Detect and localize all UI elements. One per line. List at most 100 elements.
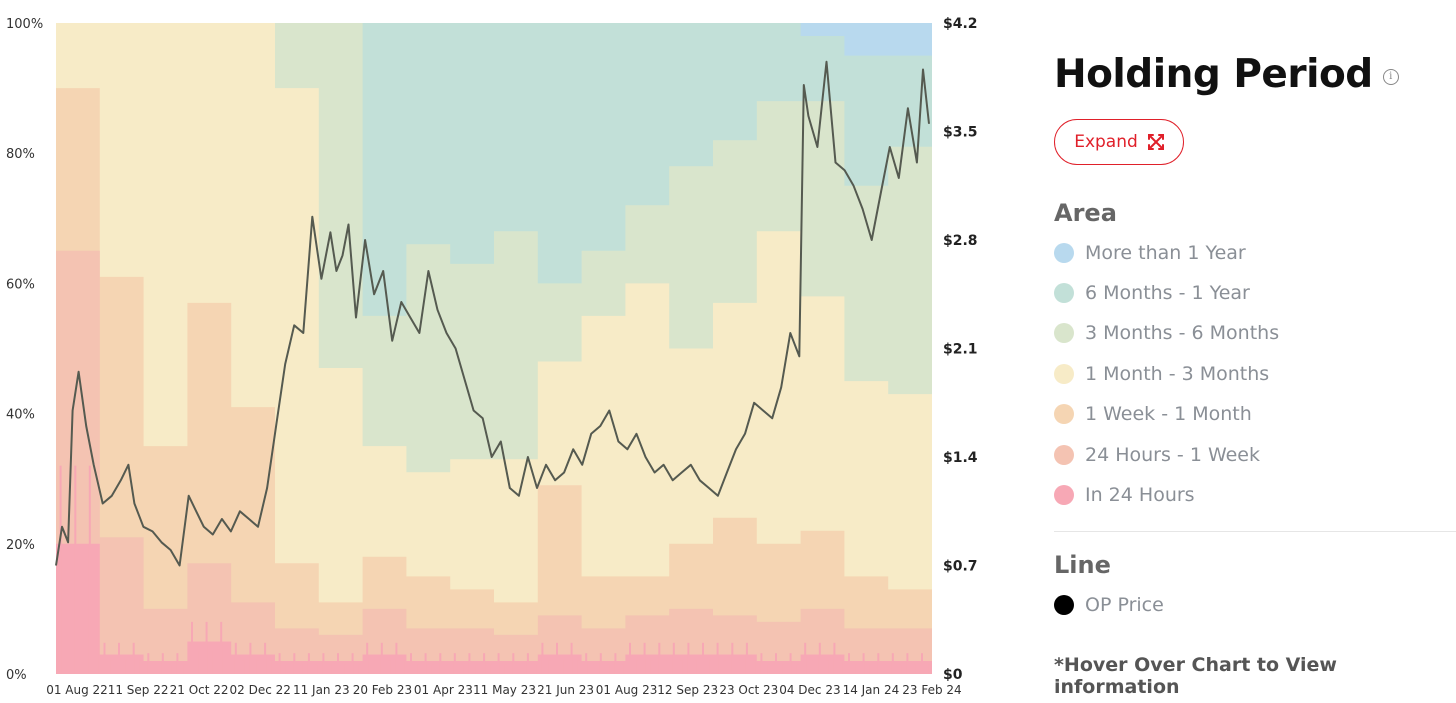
spike-in-24-hours	[855, 664, 858, 674]
spike-in-24-hours	[643, 642, 646, 674]
spike-in-24-hours	[81, 582, 84, 674]
spike-in-24-hours	[694, 660, 697, 674]
spike-in-24-hours	[512, 653, 515, 674]
x-tick-label: 20 Feb 23	[353, 683, 412, 697]
x-tick-label: 21 Jun 23	[537, 683, 594, 697]
legend-item-more-than-1-year[interactable]: More than 1 Year	[1054, 242, 1246, 264]
spike-in-24-hours	[563, 660, 566, 674]
legend-item-in-24-hours[interactable]: In 24 Hours	[1054, 484, 1195, 506]
legend-item-3-months-6-months[interactable]: 3 Months - 6 Months	[1054, 322, 1279, 344]
spike-in-24-hours	[475, 664, 478, 674]
left-tick-label: 20%	[6, 538, 35, 553]
legend-dot	[1054, 404, 1074, 424]
spike-in-24-hours	[833, 642, 836, 674]
left-tick-label: 80%	[6, 147, 35, 162]
spike-in-24-hours	[724, 660, 726, 674]
spike-in-24-hours	[913, 664, 916, 674]
spike-in-24-hours	[570, 642, 573, 674]
x-tick-label: 11 Sep 22	[108, 683, 169, 697]
spike-in-24-hours	[59, 465, 62, 674]
spike-in-24-hours	[490, 664, 493, 674]
spike-in-24-hours	[818, 642, 821, 674]
spike-in-24-hours	[526, 653, 529, 674]
spike-in-24-hours	[811, 660, 814, 674]
expand-button[interactable]: Expand	[1054, 119, 1184, 165]
spike-in-24-hours	[234, 642, 237, 674]
spike-in-24-hours	[680, 660, 683, 674]
spike-in-24-hours	[629, 642, 631, 674]
x-tick-label: 01 Apr 23	[414, 683, 473, 697]
spike-in-24-hours	[621, 664, 624, 674]
spike-in-24-hours	[745, 642, 748, 674]
legend-label: 6 Months - 1 Year	[1085, 282, 1250, 304]
legend-label: 1 Month - 3 Months	[1085, 363, 1270, 385]
left-axis-ticks: 0% 20% 40% 60% 80% 100%	[6, 17, 43, 683]
holding-period-chart[interactable]: 0% 20% 40% 60% 80% 100% $0 $0.7 $1.4 $2.1 $2.8 $3.…	[0, 0, 980, 703]
spike-in-24-hours	[650, 660, 653, 674]
legend-dot	[1054, 445, 1074, 465]
spike-in-24-hours	[154, 664, 157, 674]
spike-in-24-hours	[212, 651, 215, 674]
right-tick-label: $4.2	[943, 16, 978, 32]
legend-label: 3 Months - 6 Months	[1085, 322, 1280, 344]
spike-in-24-hours	[103, 642, 106, 674]
spike-in-24-hours	[497, 653, 500, 674]
legend-item-24-hours-1-week[interactable]: 24 Hours - 1 Week	[1054, 444, 1260, 466]
title-row: Holding Period i	[1054, 52, 1399, 97]
legend-label: OP Price	[1085, 594, 1164, 616]
x-tick-label: 12 Sep 23	[657, 683, 718, 697]
spike-in-24-hours	[884, 664, 887, 674]
spike-in-24-hours	[614, 653, 617, 674]
spike-in-24-hours	[132, 642, 135, 674]
spike-in-24-hours	[67, 582, 69, 674]
spike-in-24-hours	[329, 664, 332, 674]
spike-in-24-hours	[906, 653, 909, 674]
spike-in-24-hours	[315, 664, 318, 674]
spike-in-24-hours	[753, 660, 756, 674]
spike-in-24-hours	[169, 664, 172, 674]
spike-in-24-hours	[402, 660, 405, 674]
legend-item-6-months-1-year[interactable]: 6 Months - 1 Year	[1054, 282, 1250, 304]
spike-in-24-hours	[541, 642, 544, 674]
spike-in-24-hours	[307, 653, 310, 674]
x-tick-label: 11 May 23	[473, 683, 536, 697]
spike-in-24-hours	[344, 664, 347, 674]
hover-note: *Hover Over Chart to View information	[1054, 654, 1337, 698]
spike-in-24-hours	[256, 660, 259, 674]
spike-in-24-hours	[687, 642, 690, 674]
legend-dot	[1054, 485, 1074, 505]
spike-in-24-hours	[366, 642, 369, 674]
spike-in-24-hours	[869, 664, 872, 674]
spike-in-24-hours	[731, 642, 734, 674]
spike-in-24-hours	[161, 653, 164, 674]
x-tick-label: 14 Jan 24	[843, 683, 900, 697]
spike-in-24-hours	[665, 660, 668, 674]
right-axis-ticks: $0 $0.7 $1.4 $2.1 $2.8 $3.5 $4.2	[943, 16, 978, 683]
divider	[1054, 531, 1456, 532]
spike-in-24-hours	[519, 664, 522, 674]
spike-in-24-hours	[636, 660, 639, 674]
spike-in-24-hours	[110, 660, 113, 674]
spike-in-24-hours	[862, 653, 865, 674]
stacked-areas	[56, 23, 932, 675]
spike-in-24-hours	[840, 660, 843, 674]
x-tick-label: 23 Feb 24	[902, 683, 961, 697]
legend-item-1-month-3-months[interactable]: 1 Month - 3 Months	[1054, 363, 1269, 385]
spike-in-24-hours	[848, 653, 850, 674]
spike-in-24-hours	[125, 660, 128, 674]
spike-in-24-hours	[789, 653, 792, 674]
spike-in-24-hours	[899, 664, 902, 674]
legend-item-1-week-1-month[interactable]: 1 Week - 1 Month	[1054, 403, 1252, 425]
spike-in-24-hours	[453, 653, 456, 674]
right-tick-label: $0	[943, 667, 963, 683]
spike-overlays	[59, 465, 931, 674]
spike-in-24-hours	[556, 642, 558, 674]
spike-in-24-hours	[439, 653, 442, 674]
spike-in-24-hours	[607, 664, 610, 674]
legend-label: 24 Hours - 1 Week	[1085, 444, 1260, 466]
legend-item-op-price[interactable]: OP Price	[1054, 594, 1164, 616]
spike-in-24-hours	[118, 642, 120, 674]
spike-in-24-hours	[285, 664, 288, 674]
spike-in-24-hours	[358, 664, 361, 674]
info-icon[interactable]: i	[1382, 68, 1399, 85]
